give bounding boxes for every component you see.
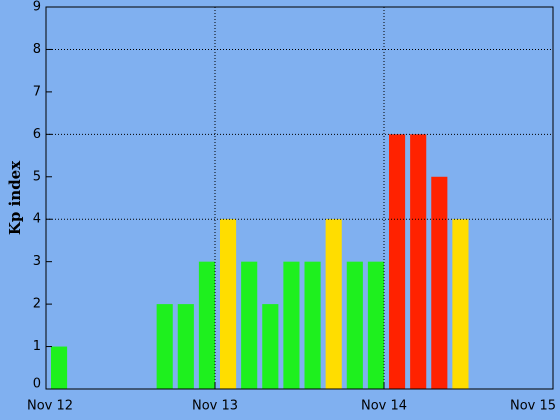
bar xyxy=(262,304,279,389)
bar xyxy=(51,346,68,389)
x-tick-label: Nov 15 xyxy=(510,399,556,414)
bar xyxy=(241,261,258,389)
bar xyxy=(452,219,469,389)
y-tick-label: 4 xyxy=(33,212,41,227)
bar xyxy=(325,219,342,389)
y-tick-label: 3 xyxy=(33,254,41,269)
bar xyxy=(367,261,384,389)
plot-frame xyxy=(45,6,554,390)
y-tick-label: 1 xyxy=(33,339,41,354)
y-tick-label: 0 xyxy=(33,377,41,392)
bar xyxy=(156,304,173,389)
x-tick-label: Nov 12 xyxy=(27,399,73,414)
y-tick-label: 9 xyxy=(33,0,41,15)
bar xyxy=(220,219,237,389)
bar xyxy=(177,304,194,389)
y-tick-label: 7 xyxy=(33,84,41,99)
bar xyxy=(346,261,363,389)
bar xyxy=(431,176,448,389)
y-tick-label: 5 xyxy=(33,169,41,184)
bar xyxy=(389,134,406,389)
x-tick-label: Nov 14 xyxy=(361,399,407,414)
y-tick-label: 6 xyxy=(33,127,41,142)
y-axis-label: Kp index xyxy=(6,160,24,235)
bar xyxy=(283,261,300,389)
bar xyxy=(304,261,321,389)
y-tick-label: 2 xyxy=(33,297,41,312)
y-tick-label: 8 xyxy=(33,42,41,57)
x-tick-label: Nov 13 xyxy=(192,399,238,414)
bar xyxy=(410,134,427,389)
bar xyxy=(198,261,215,389)
